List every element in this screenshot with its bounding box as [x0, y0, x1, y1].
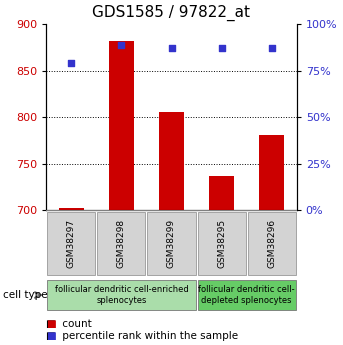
Text: ■  percentile rank within the sample: ■ percentile rank within the sample — [46, 331, 238, 341]
Text: GSM38297: GSM38297 — [67, 219, 76, 268]
Point — [269, 46, 274, 51]
Point — [69, 60, 74, 66]
Bar — [198, 212, 246, 275]
Bar — [259, 135, 284, 345]
Text: ■  count: ■ count — [46, 319, 92, 329]
Text: cell type: cell type — [3, 290, 48, 300]
Text: follicular dendritic cell-enriched
splenocytes: follicular dendritic cell-enriched splen… — [55, 285, 188, 305]
Point — [119, 42, 124, 47]
Bar — [198, 280, 296, 309]
Text: GSM38298: GSM38298 — [117, 219, 126, 268]
Text: GSM38296: GSM38296 — [267, 219, 276, 268]
Text: GSM38295: GSM38295 — [217, 219, 226, 268]
Title: GDS1585 / 97822_at: GDS1585 / 97822_at — [93, 5, 250, 21]
Bar — [47, 280, 196, 309]
Bar — [47, 212, 95, 275]
Bar — [109, 41, 134, 345]
Text: ■: ■ — [46, 319, 56, 329]
Bar — [209, 176, 234, 345]
Bar — [59, 208, 84, 345]
Text: ■: ■ — [46, 331, 56, 341]
Point — [169, 46, 174, 51]
Text: GSM38299: GSM38299 — [167, 219, 176, 268]
Bar — [159, 112, 184, 345]
Bar — [147, 212, 196, 275]
Bar — [248, 212, 296, 275]
Point — [219, 46, 224, 51]
Bar — [97, 212, 145, 275]
Text: follicular dendritic cell-
depleted splenocytes: follicular dendritic cell- depleted sple… — [198, 285, 295, 305]
